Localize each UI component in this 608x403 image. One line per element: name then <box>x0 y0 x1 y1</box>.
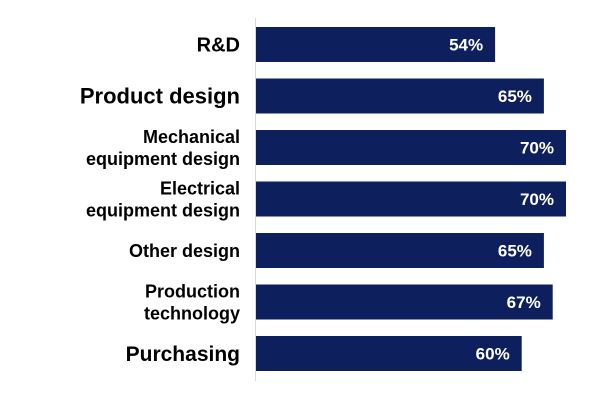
data-label-1: 65% <box>498 87 532 106</box>
data-label-6: 60% <box>476 345 510 364</box>
category-label-0: R&D <box>197 35 240 57</box>
bar-5 <box>256 284 553 320</box>
category-label-line: equipment design <box>86 200 240 220</box>
bar-2 <box>256 130 566 165</box>
category-label-line: R&D <box>197 35 240 57</box>
data-label-4: 65% <box>498 242 532 261</box>
category-label-4: Other design <box>129 241 240 261</box>
bar-3 <box>256 181 566 217</box>
category-label-6: Purchasing <box>126 343 240 366</box>
data-label-2: 70% <box>520 139 554 158</box>
category-label-line: equipment design <box>86 149 240 169</box>
category-label-line: Purchasing <box>126 343 240 366</box>
bar-1 <box>256 78 544 114</box>
data-label-5: 67% <box>507 293 541 312</box>
bar-0 <box>256 27 496 62</box>
category-label-line: Mechanical <box>143 127 240 147</box>
category-label-line: technology <box>144 303 240 323</box>
bars-group: 54% 65% 70% 70% 65% 67% 60% <box>256 27 566 371</box>
data-label-3: 70% <box>520 190 554 209</box>
category-label-line: Production <box>145 281 240 301</box>
category-label-2: Mechanical equipment design <box>86 127 240 169</box>
category-label-line: Electrical <box>160 178 240 198</box>
category-label-1: Product design <box>80 84 240 109</box>
category-label-line: Product design <box>80 84 240 109</box>
data-label-0: 54% <box>449 36 483 55</box>
category-label-line: Other design <box>129 241 240 261</box>
bar-4 <box>256 233 544 268</box>
category-label-5: Production technology <box>144 281 240 323</box>
bar-6 <box>256 336 522 371</box>
category-label-3: Electrical equipment design <box>86 178 240 220</box>
